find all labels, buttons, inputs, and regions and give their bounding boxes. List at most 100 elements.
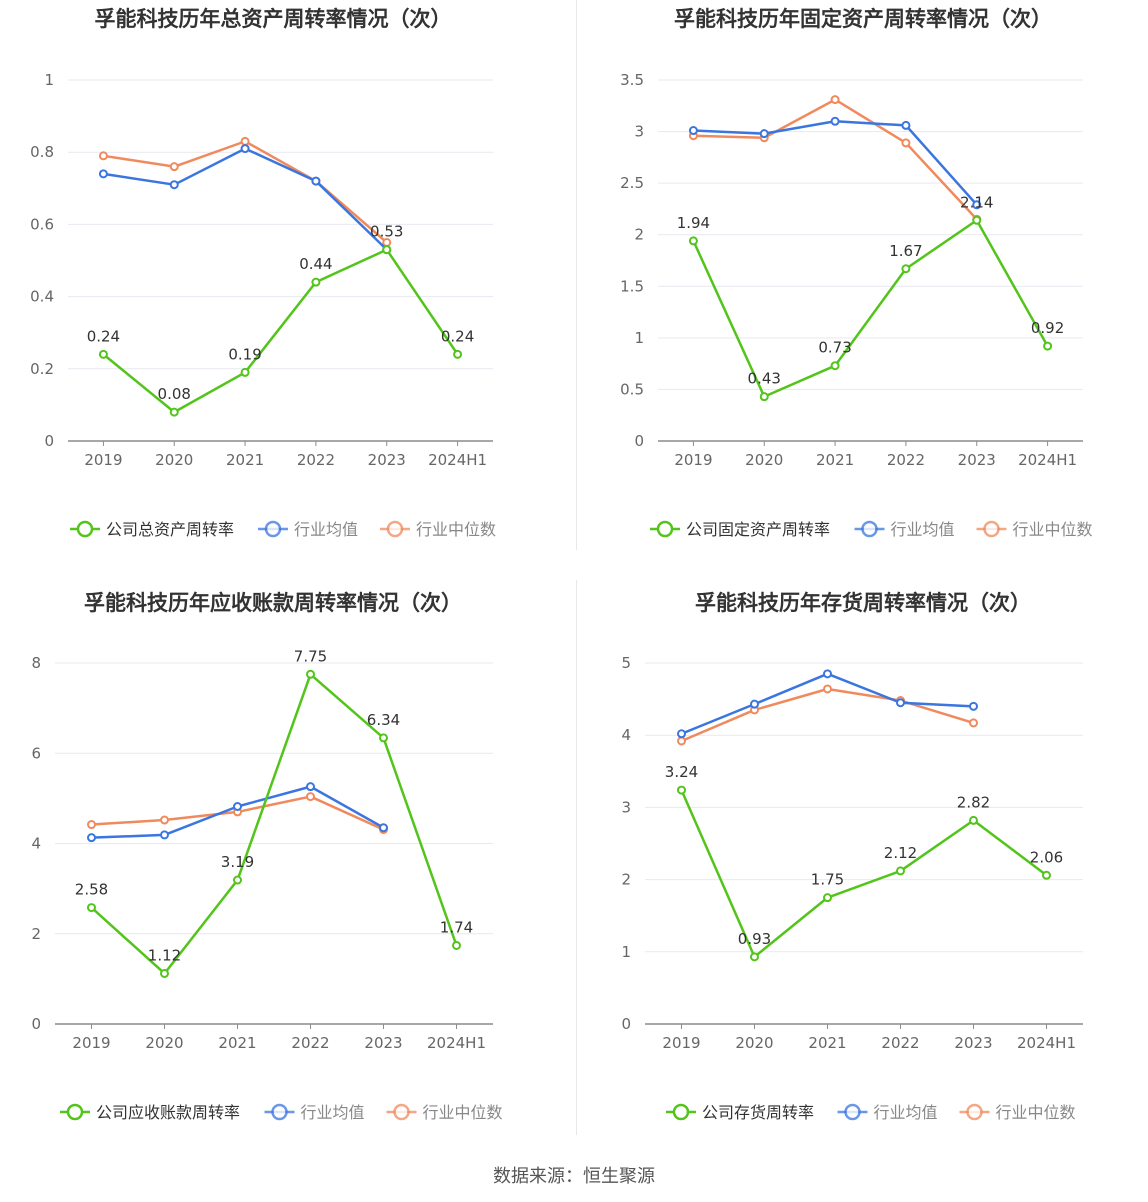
data-point-industry_avg	[896, 698, 905, 708]
data-label: 0.08	[158, 385, 191, 403]
y-tick-label: 4	[621, 726, 631, 744]
data-point-industry_median	[240, 136, 250, 146]
x-tick-label: 2021	[218, 1034, 256, 1052]
legend-marker-industry_avg	[861, 520, 878, 538]
data-label: 1.67	[889, 242, 922, 260]
data-point-industry_median	[830, 95, 840, 105]
x-tick-label: 2019	[72, 1034, 110, 1052]
x-tick-label: 2020	[735, 1034, 773, 1052]
data-point-company	[759, 392, 769, 402]
y-tick-label: 1	[621, 943, 631, 961]
x-tick-label: 2019	[662, 1034, 700, 1052]
data-label: 2.82	[957, 793, 990, 811]
y-tick-label: 0.6	[30, 215, 54, 233]
legend-label-company: 公司固定资产周转率	[686, 520, 830, 539]
legend-marker-company	[656, 520, 674, 538]
legend-label-industry_median: 行业中位数	[416, 520, 496, 539]
data-point-industry_median	[901, 138, 911, 148]
data-point-company	[677, 785, 686, 795]
legend-label-industry_median: 行业中位数	[423, 1103, 503, 1122]
y-tick-label: 3.5	[620, 71, 644, 89]
data-label: 0.44	[299, 255, 332, 273]
data-label: 2.58	[75, 881, 108, 899]
data-point-industry_avg	[169, 180, 179, 190]
data-point-industry_avg	[901, 120, 911, 130]
data-point-industry_avg	[160, 830, 169, 840]
data-point-industry_avg	[311, 176, 321, 186]
x-tick-label: 2020	[745, 451, 783, 469]
y-tick-label: 0	[621, 1015, 631, 1033]
y-tick-label: 2	[621, 871, 631, 889]
x-tick-label: 2023	[364, 1034, 402, 1052]
data-point-company	[160, 968, 169, 978]
series-line-industry_avg	[693, 120, 978, 206]
x-tick-label: 2022	[887, 451, 925, 469]
legend-marker-industry_median	[393, 1103, 410, 1121]
series-line-company	[692, 219, 1049, 398]
data-label: 1.75	[811, 871, 844, 889]
x-tick-label: 2021	[816, 451, 854, 469]
data-point-industry_avg	[759, 129, 769, 139]
data-point-company	[169, 407, 179, 417]
data-point-industry_median	[823, 684, 832, 694]
data-label: 0.73	[818, 339, 851, 357]
x-tick-label: 2024H1	[428, 451, 487, 469]
data-point-company	[896, 866, 905, 876]
data-label: 0.92	[1031, 319, 1064, 337]
legend-label-industry_avg: 行业均值	[294, 520, 358, 539]
data-point-company	[972, 215, 982, 225]
data-point-company	[969, 815, 978, 825]
data-point-industry_median	[677, 736, 686, 746]
x-tick-label: 2023	[368, 451, 406, 469]
data-label: 6.34	[367, 711, 400, 729]
data-point-industry_median	[169, 162, 179, 172]
y-tick-label: 0.8	[30, 143, 54, 161]
data-point-company	[453, 349, 463, 359]
x-tick-label: 2021	[808, 1034, 846, 1052]
legend-label-industry_avg: 行业均值	[301, 1103, 365, 1122]
data-point-company	[87, 903, 96, 913]
legend-marker-company	[672, 1103, 690, 1121]
data-point-company	[311, 277, 321, 287]
data-point-company	[823, 893, 832, 903]
x-tick-label: 2020	[145, 1034, 183, 1052]
x-tick-label: 2022	[881, 1034, 919, 1052]
chart-title: 孚能科技历年总资产周转率情况（次）	[95, 7, 452, 31]
data-point-industry_avg	[677, 729, 686, 739]
data-point-industry_median	[306, 792, 315, 802]
legend-label-industry_avg: 行业均值	[891, 520, 955, 539]
data-point-company	[1043, 341, 1053, 351]
data-point-company	[901, 264, 911, 274]
data-point-industry_avg	[972, 200, 982, 210]
legend-marker-company	[66, 1103, 84, 1121]
x-tick-label: 2021	[226, 451, 264, 469]
y-tick-label: 0.4	[30, 288, 54, 306]
data-point-industry_median	[969, 718, 978, 728]
data-point-company	[452, 940, 461, 950]
data-point-industry_avg	[240, 144, 250, 154]
data-point-industry_avg	[750, 699, 759, 709]
chart-title: 孚能科技历年存货周转率情况（次）	[695, 591, 1031, 615]
x-tick-label: 2022	[291, 1034, 329, 1052]
series-line-company	[102, 248, 459, 414]
data-point-company	[382, 245, 392, 255]
data-point-industry_median	[160, 815, 169, 825]
x-tick-label: 2022	[297, 451, 335, 469]
x-tick-label: 2024H1	[1018, 451, 1077, 469]
data-label: 1.12	[148, 946, 181, 964]
y-tick-label: 2	[31, 925, 41, 943]
y-tick-label: 2	[634, 226, 644, 244]
data-point-company	[306, 669, 315, 679]
y-tick-label: 0	[634, 432, 644, 450]
data-label: 2.12	[884, 844, 917, 862]
y-tick-label: 3	[621, 798, 631, 816]
data-label: 0.24	[87, 327, 120, 345]
x-tick-label: 2023	[958, 451, 996, 469]
legend-marker-industry_avg	[264, 520, 282, 538]
data-label: 1.74	[440, 918, 473, 936]
data-point-industry_avg	[830, 116, 840, 126]
y-tick-label: 5	[621, 654, 631, 672]
legend-marker-industry_median	[966, 1103, 983, 1121]
legend-label-industry_avg: 行业均值	[874, 1103, 938, 1122]
